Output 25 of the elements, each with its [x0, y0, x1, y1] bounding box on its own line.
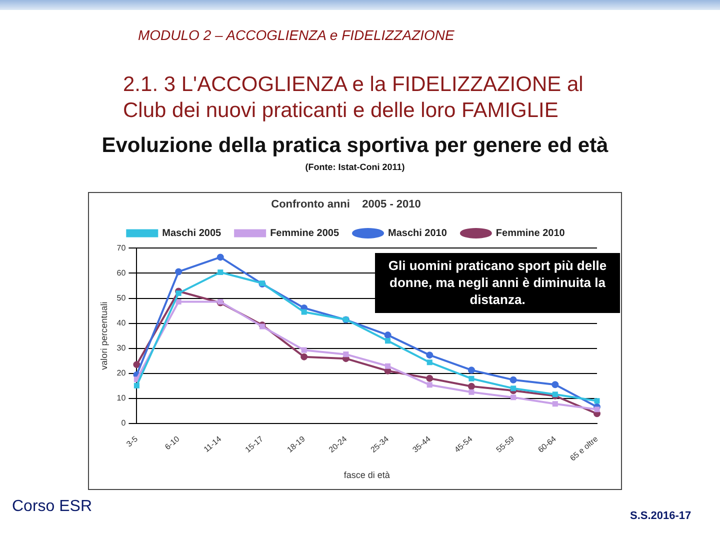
legend-label: Maschi 2005 — [162, 228, 222, 239]
chart-subtitle: (Fonte: Istat-Coni 2011) — [304, 162, 406, 172]
legend-label: Femmine 2010 — [496, 228, 566, 239]
x-tick-label: 3-5 — [124, 434, 140, 449]
y-tick-label: 70 — [116, 243, 126, 252]
text: MODULO 2 – ACCOGLIENZA e FIDELIZZAZIONE — [138, 27, 454, 43]
x-axis-title: fasce di età — [344, 470, 390, 480]
y-tick-label: 50 — [116, 293, 126, 302]
legend-label: Maschi 2010 — [388, 228, 448, 239]
y-tick-label: 0 — [121, 418, 126, 428]
x-tick-label: 6-10 — [163, 434, 182, 452]
y-tick-label: 60 — [116, 268, 126, 278]
text: 2.1. 3 L'ACCOGLIENZA e la FIDELIZZAZIONE al Club dei nuovi praticanti e delle loro FAMIGLIE — [123, 72, 584, 124]
chart-title: Evoluzione della pratica sportiva per genere ed età — [100, 134, 610, 158]
y-tick-label: 40 — [116, 318, 126, 328]
x-tick-label: 65 e oltre — [568, 434, 600, 463]
annotation: Gli uomini praticano sport più delle donne, ma negli anni è diminuita la distanza. — [375, 253, 620, 313]
y-tick-label: 30 — [116, 344, 126, 353]
y-axis-title: valori percentuali — [98, 302, 109, 370]
legend-title: Confronto anni 2005 - 2010 — [271, 198, 421, 211]
text: Corso ESR — [12, 498, 92, 516]
text: S.S.2016-17 — [630, 510, 692, 522]
y-tick-label: 10 — [116, 394, 126, 403]
y-tick-label: 20 — [116, 368, 126, 378]
legend-label: Femmine 2005 — [270, 228, 340, 239]
